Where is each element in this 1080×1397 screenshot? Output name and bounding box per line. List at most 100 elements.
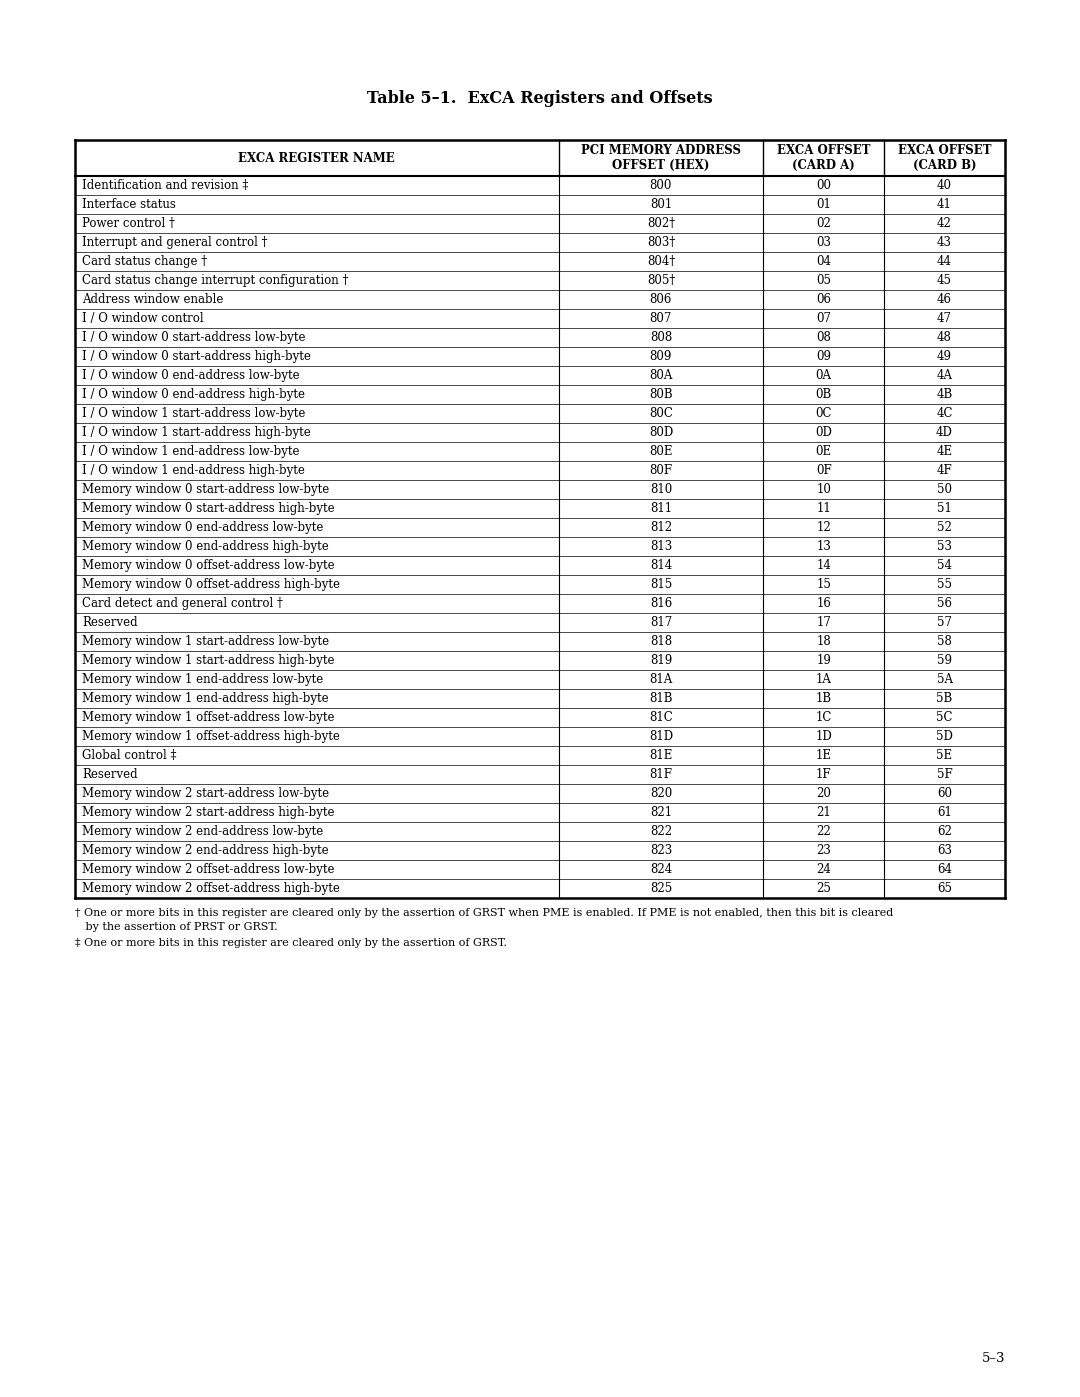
- Text: 81A: 81A: [649, 673, 673, 686]
- Text: 4B: 4B: [936, 388, 953, 401]
- Text: 65: 65: [937, 882, 953, 895]
- Text: Memory window 1 offset-address high-byte: Memory window 1 offset-address high-byte: [82, 731, 340, 743]
- Text: I / O window control: I / O window control: [82, 312, 204, 326]
- Text: 1A: 1A: [815, 673, 832, 686]
- Text: 813: 813: [650, 541, 672, 553]
- Text: 81B: 81B: [649, 692, 673, 705]
- Text: ‡ One or more bits in this register are cleared only by the assertion of GRST.: ‡ One or more bits in this register are …: [75, 937, 507, 949]
- Text: 81D: 81D: [649, 731, 673, 743]
- Text: EXCA OFFSET
(CARD A): EXCA OFFSET (CARD A): [777, 144, 870, 172]
- Text: 08: 08: [816, 331, 832, 344]
- Text: Memory window 1 start-address low-byte: Memory window 1 start-address low-byte: [82, 636, 329, 648]
- Text: 45: 45: [937, 274, 953, 286]
- Text: 4D: 4D: [936, 426, 953, 439]
- Text: † One or more bits in this register are cleared only by the assertion of GRST wh: † One or more bits in this register are …: [75, 908, 893, 918]
- Text: 1D: 1D: [815, 731, 832, 743]
- Text: 825: 825: [650, 882, 672, 895]
- Text: 80B: 80B: [649, 388, 673, 401]
- Text: 810: 810: [650, 483, 672, 496]
- Text: Memory window 2 end-address high-byte: Memory window 2 end-address high-byte: [82, 844, 328, 856]
- Text: 812: 812: [650, 521, 672, 534]
- Text: 5F: 5F: [936, 768, 953, 781]
- Text: 81F: 81F: [649, 768, 673, 781]
- Text: 824: 824: [650, 863, 672, 876]
- Text: 81C: 81C: [649, 711, 673, 724]
- Text: I / O window 1 start-address low-byte: I / O window 1 start-address low-byte: [82, 407, 306, 420]
- Text: 23: 23: [816, 844, 832, 856]
- Text: 80F: 80F: [649, 464, 673, 476]
- Text: Card status change †: Card status change †: [82, 256, 207, 268]
- Text: 19: 19: [816, 654, 832, 666]
- Text: Memory window 2 start-address high-byte: Memory window 2 start-address high-byte: [82, 806, 335, 819]
- Text: Power control †: Power control †: [82, 217, 175, 231]
- Text: Table 5–1.  ExCA Registers and Offsets: Table 5–1. ExCA Registers and Offsets: [367, 89, 713, 108]
- Text: 06: 06: [816, 293, 832, 306]
- Text: I / O window 1 end-address high-byte: I / O window 1 end-address high-byte: [82, 464, 305, 476]
- Text: I / O window 1 end-address low-byte: I / O window 1 end-address low-byte: [82, 446, 299, 458]
- Text: Memory window 0 end-address low-byte: Memory window 0 end-address low-byte: [82, 521, 323, 534]
- Text: 803†: 803†: [647, 236, 675, 249]
- Text: 4C: 4C: [936, 407, 953, 420]
- Text: 801: 801: [650, 198, 672, 211]
- Text: Interrupt and general control †: Interrupt and general control †: [82, 236, 268, 249]
- Text: Reserved: Reserved: [82, 768, 137, 781]
- Text: Identification and revision ‡: Identification and revision ‡: [82, 179, 248, 191]
- Text: 0F: 0F: [815, 464, 832, 476]
- Text: 21: 21: [816, 806, 831, 819]
- Text: 58: 58: [937, 636, 951, 648]
- Text: 49: 49: [937, 351, 953, 363]
- Text: Card detect and general control †: Card detect and general control †: [82, 597, 283, 610]
- Text: Global control ‡: Global control ‡: [82, 749, 176, 761]
- Text: Memory window 2 offset-address low-byte: Memory window 2 offset-address low-byte: [82, 863, 335, 876]
- Text: 800: 800: [650, 179, 672, 191]
- Text: 814: 814: [650, 559, 672, 571]
- Text: 54: 54: [937, 559, 953, 571]
- Text: 4E: 4E: [936, 446, 953, 458]
- Text: 4F: 4F: [936, 464, 953, 476]
- Text: 809: 809: [650, 351, 672, 363]
- Text: Interface status: Interface status: [82, 198, 176, 211]
- Text: EXCA OFFSET
(CARD B): EXCA OFFSET (CARD B): [897, 144, 991, 172]
- Text: 57: 57: [937, 616, 953, 629]
- Text: 802†: 802†: [647, 217, 675, 231]
- Text: 24: 24: [816, 863, 832, 876]
- Text: 14: 14: [816, 559, 832, 571]
- Text: 56: 56: [937, 597, 953, 610]
- Text: 18: 18: [816, 636, 831, 648]
- Text: 01: 01: [816, 198, 832, 211]
- Text: 1E: 1E: [815, 749, 832, 761]
- Text: 44: 44: [937, 256, 953, 268]
- Text: 0B: 0B: [815, 388, 832, 401]
- Text: 5–3: 5–3: [982, 1352, 1005, 1365]
- Text: 818: 818: [650, 636, 672, 648]
- Text: 4A: 4A: [936, 369, 953, 381]
- Text: I / O window 0 end-address low-byte: I / O window 0 end-address low-byte: [82, 369, 299, 381]
- Text: by the assertion of PRST or GRST.: by the assertion of PRST or GRST.: [75, 922, 278, 932]
- Text: 47: 47: [937, 312, 953, 326]
- Text: 00: 00: [816, 179, 832, 191]
- Text: 02: 02: [816, 217, 832, 231]
- Text: Memory window 0 end-address high-byte: Memory window 0 end-address high-byte: [82, 541, 328, 553]
- Text: 80E: 80E: [649, 446, 673, 458]
- Text: 43: 43: [937, 236, 953, 249]
- Text: 807: 807: [650, 312, 672, 326]
- Text: 59: 59: [937, 654, 953, 666]
- Text: Address window enable: Address window enable: [82, 293, 224, 306]
- Text: 50: 50: [937, 483, 953, 496]
- Text: 0D: 0D: [815, 426, 832, 439]
- Text: Memory window 0 start-address high-byte: Memory window 0 start-address high-byte: [82, 502, 335, 515]
- Text: 0E: 0E: [815, 446, 832, 458]
- Text: 80C: 80C: [649, 407, 673, 420]
- Text: 10: 10: [816, 483, 832, 496]
- Text: 5D: 5D: [936, 731, 953, 743]
- Text: 805†: 805†: [647, 274, 675, 286]
- Text: 1C: 1C: [815, 711, 832, 724]
- Text: 63: 63: [937, 844, 953, 856]
- Text: 13: 13: [816, 541, 832, 553]
- Text: 52: 52: [937, 521, 951, 534]
- Text: Memory window 1 start-address high-byte: Memory window 1 start-address high-byte: [82, 654, 335, 666]
- Text: 46: 46: [937, 293, 953, 306]
- Text: 07: 07: [816, 312, 832, 326]
- Text: 81E: 81E: [649, 749, 673, 761]
- Text: 03: 03: [816, 236, 832, 249]
